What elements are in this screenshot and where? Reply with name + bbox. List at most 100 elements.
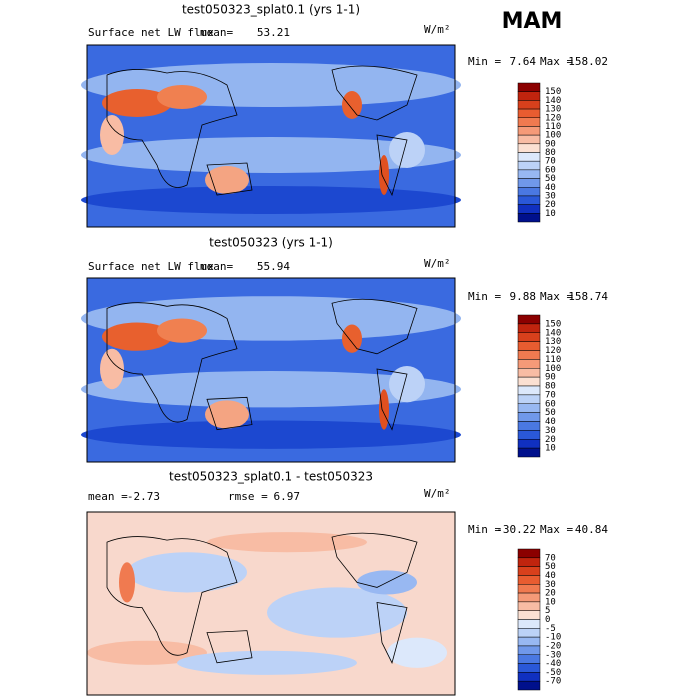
colorbar-label: 110	[545, 122, 561, 132]
map-region	[81, 137, 461, 173]
map-region	[267, 587, 407, 638]
variable-label: Surface net LW flux	[88, 260, 214, 273]
coastline	[106, 65, 418, 197]
map-region	[81, 371, 461, 408]
colorbar-label: 20	[545, 589, 556, 599]
colorbar-label: 80	[545, 382, 556, 392]
colorbar-box	[517, 323, 541, 333]
stat-value: 6.97	[274, 490, 301, 503]
variable-label: Surface net LW flux	[88, 26, 214, 39]
colorbar-label: -40	[545, 659, 561, 669]
colorbar-box	[517, 314, 541, 325]
colorbar-label: 10	[545, 209, 556, 219]
colorbar-box	[517, 126, 541, 136]
colorbar-label: 150	[545, 319, 561, 329]
map-region	[387, 637, 447, 668]
colorbar-box	[517, 439, 541, 449]
coastline	[106, 298, 418, 431]
season-title: MAM	[502, 9, 563, 34]
colorbar-label: 20	[545, 435, 556, 445]
colorbar-box	[517, 601, 541, 611]
map-region	[81, 420, 461, 449]
units-label: W/m²	[424, 487, 451, 500]
map-region	[205, 166, 249, 194]
colorbar-box	[517, 412, 541, 422]
colorbar-label: -70	[545, 677, 561, 687]
colorbar-label: 80	[545, 148, 556, 158]
min-value: 7.64	[510, 55, 537, 68]
max-label: Max =	[540, 290, 573, 303]
colorbar-box	[517, 636, 541, 647]
map-region	[379, 389, 389, 430]
colorbar-box	[517, 213, 541, 223]
colorbar-box	[517, 100, 541, 110]
colorbar-label: 30	[545, 191, 556, 201]
colorbar-label: 130	[545, 105, 561, 115]
stat-value: 55.94	[257, 260, 290, 273]
colorbar-box	[517, 430, 541, 440]
colorbar-box	[517, 645, 541, 655]
stat-value: -2.73	[127, 490, 160, 503]
colorbar-box	[517, 143, 541, 153]
colorbar-label: 90	[545, 373, 556, 383]
colorbar-label: 40	[545, 417, 556, 427]
colorbar-box	[517, 548, 541, 559]
map-region	[157, 85, 207, 109]
colorbar-label: -10	[545, 633, 561, 643]
map-region	[379, 155, 389, 195]
map-frame	[86, 511, 456, 696]
colorbar-box	[517, 178, 541, 188]
colorbar-box	[517, 187, 541, 197]
colorbar-box	[517, 619, 541, 629]
panel-title: test050323_splat0.1 - test050323	[169, 470, 373, 484]
map-region	[100, 348, 124, 390]
colorbar-box	[517, 376, 541, 387]
colorbar-label: 140	[545, 328, 561, 338]
colorbar-box	[517, 628, 541, 638]
colorbar-box	[517, 160, 541, 171]
colorbar-label: 60	[545, 165, 556, 175]
max-value: 40.84	[575, 523, 608, 536]
map-frame	[86, 44, 456, 228]
map-region	[100, 115, 124, 155]
map-region	[102, 322, 172, 351]
max-label: Max =	[540, 523, 573, 536]
colorbar-box	[517, 368, 541, 378]
colorbar-label: -20	[545, 641, 561, 651]
colorbar-label: 10	[545, 597, 556, 607]
map-region	[342, 324, 362, 353]
colorbar-box	[517, 672, 541, 682]
colorbar-label: 70	[545, 157, 556, 167]
map-region	[81, 186, 461, 214]
stat-label: mean=	[200, 260, 233, 273]
colorbar-label: 100	[545, 364, 561, 374]
coastline	[106, 532, 418, 664]
colorbar-box	[517, 195, 541, 205]
colorbar-label: 50	[545, 174, 556, 184]
colorbar-box	[517, 394, 541, 404]
colorbar-box	[517, 169, 541, 179]
colorbar-box	[517, 421, 541, 431]
colorbar-label: 50	[545, 562, 556, 572]
map-region	[127, 552, 247, 593]
colorbar-label: 120	[545, 113, 561, 123]
units-label: W/m²	[424, 23, 451, 36]
colorbar-box	[517, 359, 541, 369]
colorbar-box	[517, 82, 541, 92]
max-value: 158.74	[568, 290, 608, 303]
map-region	[119, 562, 135, 603]
colorbar-box	[517, 610, 541, 620]
panel-title: test050323_splat0.1 (yrs 1-1)	[182, 3, 360, 17]
colorbar-label: 100	[545, 131, 561, 141]
colorbar-box	[517, 654, 541, 664]
min-label: Min =	[468, 290, 501, 303]
colorbar-box	[517, 447, 541, 458]
map	[81, 277, 461, 463]
colorbar-label: 40	[545, 571, 556, 581]
stat-label: mean=	[200, 26, 233, 39]
colorbar-label: 5	[545, 606, 550, 616]
colorbar-box	[517, 557, 541, 567]
colorbar-box	[517, 592, 541, 603]
map-region	[157, 318, 207, 343]
